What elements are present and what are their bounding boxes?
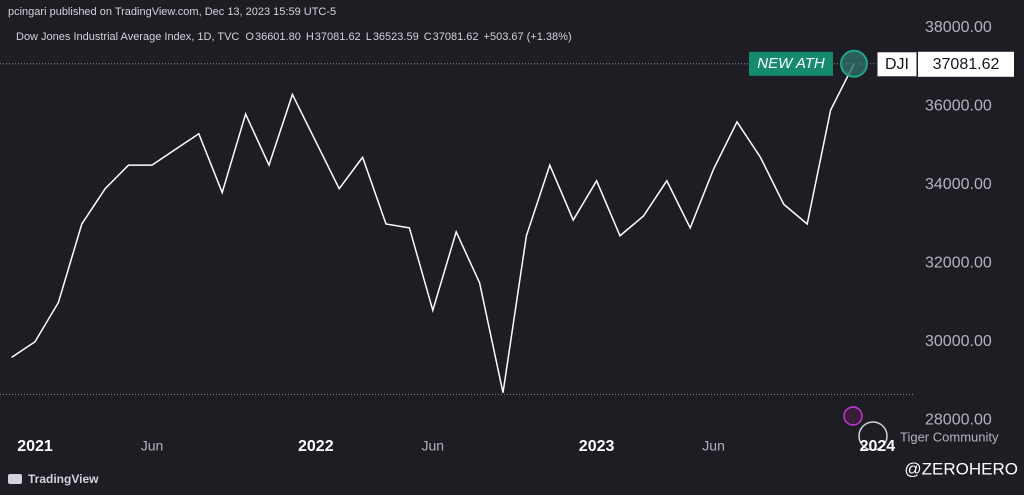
community: Tiger Community xyxy=(900,429,999,444)
ohlc-legend: O 36601.80 H 37081.62 L 36523.59 C 37081.62 +503… xyxy=(245,31,571,43)
ohlc-letter: L xyxy=(366,31,372,43)
ticker: DJI xyxy=(885,56,909,73)
y-tick-label: 28000.00 xyxy=(925,411,992,428)
x-tick-label: 2024 xyxy=(860,438,896,455)
ohlc-letter: C xyxy=(424,31,432,43)
y-tick-label: 32000.00 xyxy=(925,254,992,271)
x-tick-label: Jun xyxy=(422,438,445,454)
publisher: pcingari published on TradingView.com, D… xyxy=(8,6,336,18)
brand: TradingView xyxy=(28,472,99,486)
x-tick-label: 2022 xyxy=(298,438,334,455)
last-price: 37081.62 xyxy=(933,56,1000,73)
change: +503.67 (+1.38%) xyxy=(484,31,572,43)
y-tick-label: 34000.00 xyxy=(925,176,992,193)
y-tick-label: 30000.00 xyxy=(925,333,992,350)
annotation: NEW ATH xyxy=(757,55,825,72)
ath-marker xyxy=(840,49,868,78)
chart-title: Dow Jones Industrial Average Index, 1D, … xyxy=(16,31,239,43)
x-tick-label: Jun xyxy=(141,438,164,454)
tiger-icon xyxy=(843,406,863,426)
x-tick-label: 2021 xyxy=(17,438,53,455)
y-tick-label: 38000.00 xyxy=(925,19,992,36)
y-tick-label: 36000.00 xyxy=(925,97,992,114)
x-tick-label: Jun xyxy=(702,438,725,454)
ohlc-value: 36523.59 xyxy=(373,31,419,43)
x-tick-label: 2023 xyxy=(579,438,615,455)
ohlc-letter: O xyxy=(245,31,254,43)
brand-logo xyxy=(8,474,22,484)
ohlc-letter: H xyxy=(306,31,314,43)
ohlc-value: 37081.62 xyxy=(433,31,479,43)
ohlc-value: 37081.62 xyxy=(315,31,361,43)
handle: @ZEROHERO xyxy=(904,459,1018,478)
price-line xyxy=(11,63,855,393)
annotation-box xyxy=(749,51,833,76)
ticker-box xyxy=(876,51,918,78)
watermark-logo xyxy=(858,421,888,451)
ohlc-value: 36601.80 xyxy=(255,31,301,43)
price-box xyxy=(918,51,1014,77)
